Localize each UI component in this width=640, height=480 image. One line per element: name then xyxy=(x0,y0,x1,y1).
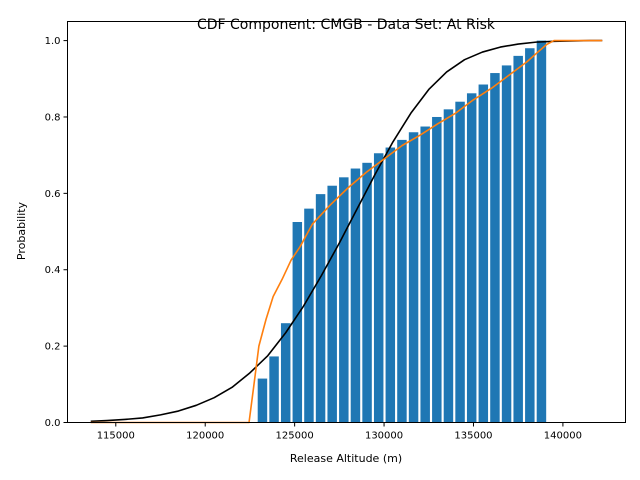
bar xyxy=(397,139,407,423)
bar xyxy=(373,153,384,423)
x-tick-label: 115000 xyxy=(97,431,135,442)
bar xyxy=(501,65,512,423)
y-tick-label: 0.6 xyxy=(45,189,61,200)
bar xyxy=(478,84,489,423)
bar xyxy=(280,323,291,423)
bar xyxy=(490,73,500,423)
bar xyxy=(269,356,279,423)
y-tick-label: 1.0 xyxy=(45,36,61,47)
y-axis-label: Probability xyxy=(15,201,28,260)
y-tick-label: 0.0 xyxy=(45,418,61,429)
bar xyxy=(327,185,337,423)
x-axis-label: Release Altitude (m) xyxy=(290,452,402,465)
lines-layer xyxy=(90,39,603,424)
x-tick-label: 120000 xyxy=(186,431,224,442)
bar xyxy=(257,378,268,423)
bar xyxy=(315,194,326,423)
y-tick-label: 0.2 xyxy=(45,342,61,353)
bar xyxy=(466,93,477,423)
bar xyxy=(350,168,361,423)
x-tick-label: 130000 xyxy=(365,431,403,442)
y-tick-label: 0.8 xyxy=(45,112,61,123)
cdf-line-orange xyxy=(90,39,603,424)
bars-layer xyxy=(257,40,547,423)
bar xyxy=(455,101,465,423)
bar xyxy=(443,109,454,423)
bar xyxy=(292,222,303,423)
bar xyxy=(385,147,396,423)
ticks-layer: 115000 120000 125000 130000 135000 140000 0.0 0… xyxy=(45,36,582,441)
bar xyxy=(304,208,314,423)
bar xyxy=(420,126,430,423)
bar xyxy=(339,177,349,423)
chart-title: CDF Component: CMGB - Data Set: At Risk xyxy=(197,17,496,33)
x-tick-label: 125000 xyxy=(276,431,314,442)
bar xyxy=(536,40,547,423)
bar xyxy=(525,48,535,423)
bar xyxy=(362,162,372,423)
y-tick-label: 0.4 xyxy=(45,265,61,276)
bar xyxy=(432,116,442,423)
x-tick-label: 135000 xyxy=(454,431,492,442)
bar xyxy=(408,132,419,423)
cdf-line-black xyxy=(90,39,603,423)
x-tick-label: 140000 xyxy=(544,431,582,442)
plot-frame xyxy=(67,21,626,423)
bar xyxy=(513,55,523,423)
